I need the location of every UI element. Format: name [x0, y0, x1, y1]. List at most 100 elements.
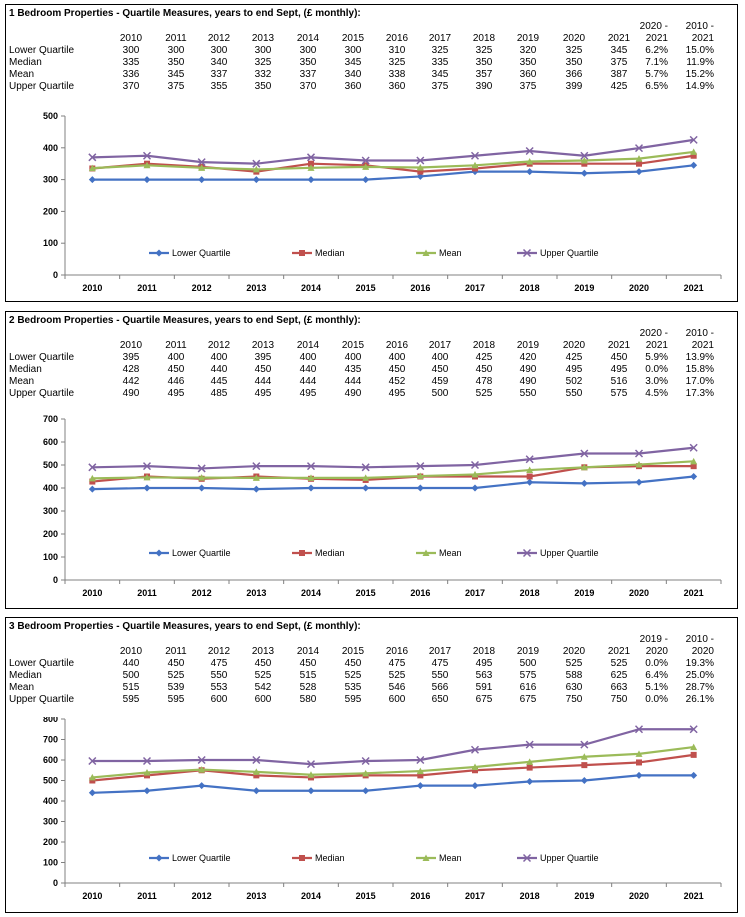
x-tick-label: 2017 — [465, 283, 485, 293]
table-cell: 395 — [254, 352, 272, 363]
y-tick-label: 700 — [43, 414, 58, 424]
table-cell: 630 — [565, 682, 583, 693]
x-tick-label: 2018 — [520, 891, 540, 901]
table-cell: 338 — [388, 69, 406, 80]
data-point-mean — [143, 161, 151, 169]
legend-label: Mean — [439, 548, 462, 558]
change-cell: 17.3% — [685, 388, 714, 399]
y-tick-label: 600 — [43, 437, 58, 447]
table-cell: 440 — [122, 658, 140, 669]
x-tick-label: 2018 — [520, 588, 540, 598]
x-tick-label: 2015 — [356, 588, 376, 598]
data-point-mean — [416, 164, 424, 171]
table-cell: 450 — [167, 364, 185, 375]
x-tick-label: 2021 — [684, 588, 704, 598]
legend-label: Mean — [439, 853, 462, 863]
legend-label: Median — [315, 248, 345, 258]
table-cell: 575 — [610, 388, 628, 399]
data-point-median — [581, 762, 588, 769]
data-point-upper-quartile — [361, 156, 370, 165]
table-cell: 332 — [254, 69, 272, 80]
data-point-upper-quartile — [361, 756, 370, 766]
x-tick-label: 2014 — [301, 891, 321, 901]
change-cell: 3.0% — [645, 376, 668, 387]
data-point-median — [89, 478, 96, 485]
data-point-lower-quartile — [88, 789, 96, 797]
data-point-upper-quartile — [197, 158, 206, 167]
x-tick-label: 2021 — [684, 891, 704, 901]
table-cell: 340 — [210, 57, 228, 68]
change-header: 2021 — [645, 33, 668, 44]
table-cell: 400 — [167, 352, 185, 363]
change-header: 2020 — [691, 646, 714, 657]
table-cell: 516 — [610, 376, 628, 387]
series-line-lower-quartile — [92, 774, 694, 794]
table-cell: 360 — [344, 81, 362, 92]
legend-marker — [422, 249, 430, 256]
data-point-lower-quartile — [690, 473, 698, 480]
table-cell: 525 — [565, 658, 583, 669]
data-point-mean — [143, 769, 151, 776]
legend-marker — [422, 854, 430, 861]
data-point-mean — [307, 771, 315, 778]
table-cell: 525 — [610, 658, 628, 669]
legend-marker — [155, 854, 163, 862]
year-header: 2017 — [428, 340, 452, 351]
y-tick-label: 700 — [43, 735, 58, 745]
change-header: 2021 — [691, 340, 714, 351]
year-header: 2012 — [207, 33, 231, 44]
legend-label: Upper Quartile — [540, 548, 599, 558]
row-label: Median — [9, 364, 42, 375]
data-point-upper-quartile — [306, 462, 316, 471]
data-point-upper-quartile — [525, 740, 534, 749]
data-point-lower-quartile — [143, 484, 151, 492]
table-cell: 450 — [254, 364, 272, 375]
series-line-upper-quartile — [92, 728, 694, 766]
table-cell: 595 — [122, 694, 140, 705]
table-cell: 335 — [122, 57, 140, 68]
year-header: 2021 — [607, 33, 631, 44]
legend-marker — [522, 548, 532, 558]
change-header: 2021 — [691, 33, 714, 44]
change-cell: 17.0% — [685, 376, 714, 387]
table-cell: 490 — [344, 388, 362, 399]
table-cell: 300 — [299, 45, 317, 56]
y-tick-label: 400 — [43, 796, 58, 806]
x-tick-label: 2016 — [410, 283, 430, 293]
table-cell: 375 — [431, 81, 449, 92]
data-point-upper-quartile — [306, 153, 316, 162]
data-point-lower-quartile — [252, 176, 260, 184]
table-cell: 360 — [519, 69, 537, 80]
data-point-upper-quartile — [361, 463, 370, 472]
data-point-median — [89, 777, 96, 784]
table-cell: 459 — [431, 376, 449, 387]
table-cell: 300 — [254, 45, 272, 56]
year-header: 2017 — [428, 33, 452, 44]
year-header: 2019 — [516, 340, 540, 351]
table-cell: 675 — [475, 694, 493, 705]
table-cell: 420 — [519, 352, 537, 363]
data-point-upper-quartile — [142, 151, 152, 160]
table-cell: 588 — [565, 670, 583, 681]
change-header: 2010 - — [685, 21, 714, 32]
table-cell: 425 — [565, 352, 583, 363]
x-tick-label: 2017 — [465, 588, 485, 598]
legend-label: Upper Quartile — [540, 853, 599, 863]
data-point-mean — [198, 474, 206, 481]
data-point-upper-quartile — [197, 464, 206, 473]
data-point-lower-quartile — [252, 485, 260, 493]
data-point-median — [253, 772, 260, 779]
x-tick-label: 2013 — [246, 283, 266, 293]
data-point-mean — [307, 474, 315, 481]
table-cell: 525 — [388, 670, 406, 681]
year-header: 2016 — [385, 33, 409, 44]
data-point-mean — [252, 165, 260, 173]
table-cell: 345 — [610, 45, 628, 56]
table-cell: 440 — [299, 364, 317, 375]
change-cell: 5.7% — [645, 69, 668, 80]
data-point-upper-quartile — [416, 755, 425, 765]
change-cell: 0.0% — [645, 658, 668, 669]
year-header: 2018 — [472, 33, 496, 44]
data-point-upper-quartile — [634, 144, 644, 153]
y-tick-label: 300 — [43, 175, 58, 185]
